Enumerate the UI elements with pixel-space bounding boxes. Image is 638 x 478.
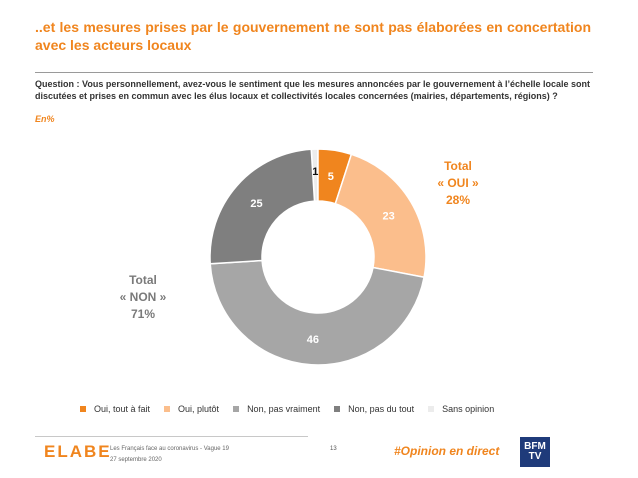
elabe-logo: ELABE (44, 442, 112, 461)
legend-item-non-pas-vraiment: Non, pas vraiment (233, 404, 320, 414)
total-no: Total « NON » 71% (103, 272, 183, 323)
legend-item-sans-opinion: Sans opinion (428, 404, 494, 414)
total-no-value: 71% (130, 307, 156, 321)
data-label: 46 (307, 334, 319, 346)
bfmtv-logo: BFM TV (520, 437, 550, 467)
donut-slice-oui-plut-t (334, 153, 427, 279)
legend-swatch (334, 406, 341, 412)
total-yes-label: Total (444, 159, 472, 173)
footer-source: Les Français face au coronavirus - Vague… (110, 444, 229, 466)
total-no-label: Total (129, 273, 157, 287)
footer-source-title: Les Français face au coronavirus - Vague… (110, 446, 229, 452)
total-no-name: « NON » (119, 290, 167, 304)
data-label: 5 (328, 171, 334, 183)
donut-value-labels: 1 5 23 46 25 (250, 166, 394, 346)
legend-item-oui-tout-a-fait: Oui, tout à fait (80, 404, 150, 414)
legend-label: Oui, tout à fait (94, 404, 151, 414)
donut-slice-non-pas-du-tout (209, 148, 316, 265)
donut-chart: 1 5 23 46 25 (209, 148, 427, 366)
title-divider (35, 72, 593, 73)
total-yes: Total « OUI » 28% (418, 158, 498, 209)
total-yes-value: 28% (445, 193, 471, 207)
chart-legend: Oui, tout à fait Oui, plutôt Non, pas vr… (80, 404, 580, 414)
legend-label: Non, pas vraiment (247, 404, 321, 414)
legend-label: Oui, plutôt (178, 404, 220, 414)
opinion-hashtag: #Opinion en direct (394, 444, 500, 458)
legend-swatch (164, 406, 171, 412)
donut-slice-non-pas-vraiment (209, 259, 425, 366)
donut-slices (209, 148, 427, 366)
page-title: ..et les mesures prises par le gouvernem… (35, 19, 591, 53)
unit-label: En% (35, 114, 55, 124)
data-label: 1 (312, 166, 318, 178)
legend-label: Sans opinion (442, 404, 495, 414)
footer-divider (35, 436, 308, 437)
legend-swatch (428, 406, 435, 412)
page-number: 13 (330, 446, 337, 452)
legend-item-non-pas-du-tout: Non, pas du tout (334, 404, 414, 414)
footer-source-date: 27 septembre 2020 (110, 457, 162, 463)
legend-label: Non, pas du tout (348, 404, 415, 414)
legend-swatch (233, 406, 240, 412)
legend-swatch (80, 406, 86, 412)
total-yes-name: « OUI » (437, 176, 479, 190)
survey-question: Question : Vous personnellement, avez-vo… (35, 79, 591, 101)
data-label: 25 (250, 198, 262, 210)
legend-item-oui-plutot: Oui, plutôt (164, 404, 219, 414)
data-label: 23 (382, 210, 394, 222)
